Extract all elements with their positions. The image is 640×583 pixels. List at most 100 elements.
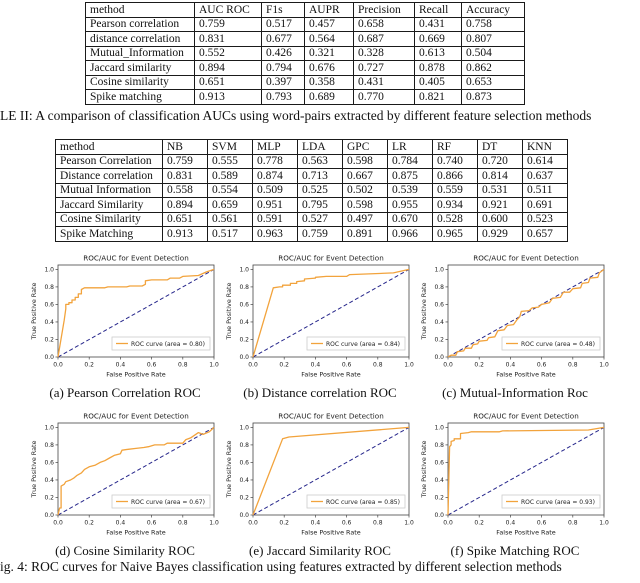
value-cell: 0.691 xyxy=(522,197,568,213)
x-tick-label: 0.6 xyxy=(147,520,157,527)
legend-box xyxy=(306,494,406,509)
value-cell: 0.563 xyxy=(297,153,343,169)
value-cell: 0.955 xyxy=(387,197,433,213)
y-tick-label: 0.6 xyxy=(44,459,54,466)
value-cell: 0.539 xyxy=(387,182,433,198)
x-tick-label: 0.6 xyxy=(342,520,352,527)
value-cell: 0.687 xyxy=(353,31,415,47)
roc-plot-svg: ROC/AUC for Event Detection 0.0 0.2 0.4 0.6 0… xyxy=(420,412,609,537)
x-tick-label: 1.0 xyxy=(599,520,609,527)
value-cell: 0.525 xyxy=(297,182,343,198)
y-tick-label: 1.0 xyxy=(239,266,249,273)
x-tick-label: 0.4 xyxy=(116,362,126,369)
y-axis-label: True Positive Rate xyxy=(30,440,38,498)
y-tick-label: 0.6 xyxy=(239,459,249,466)
column-header: KNN xyxy=(522,139,568,155)
column-header: LR xyxy=(387,139,433,155)
table-row: Jaccard Similarity 0.894 0.659 0.951 0.795 0.… xyxy=(55,197,568,213)
value-cell: 0.405 xyxy=(414,74,462,90)
subcaption-b: (b) Distance correlation ROC xyxy=(243,385,397,400)
x-tick-label: 0.0 xyxy=(443,520,453,527)
x-tick-label: 0.0 xyxy=(443,362,453,369)
value-cell: 0.720 xyxy=(477,153,523,169)
roc-plot-distance: ROC/AUC for Event Detection 0.0 0.2 0.4 0.6 0… xyxy=(223,252,417,382)
column-header: method xyxy=(85,2,195,18)
x-tick-label: 0.6 xyxy=(537,362,547,369)
value-cell: 0.554 xyxy=(207,182,253,198)
roc-figure-grid: ROC/AUC for Event Detection 0.0 0.2 0.4 0.6 0… xyxy=(28,252,612,568)
roc-plot-svg: ROC/AUC for Event Detection 0.0 0.2 0.4 0.6 0… xyxy=(225,412,414,537)
value-cell: 0.784 xyxy=(387,153,433,169)
value-cell: 0.795 xyxy=(297,197,343,213)
y-tick-label: 0.4 xyxy=(44,319,54,326)
value-cell: 0.862 xyxy=(461,60,525,76)
value-cell: 0.821 xyxy=(414,89,462,105)
value-cell: 0.670 xyxy=(387,211,433,227)
value-cell: 0.497 xyxy=(342,211,388,227)
roc-figure-mutual-information: ROC/AUC for Event Detection 0.0 0.2 0.4 0.6 0… xyxy=(418,252,612,410)
value-cell: 0.759 xyxy=(162,153,208,169)
legend-label: ROC curve (area = 0.85) xyxy=(326,499,400,506)
y-tick-label: 1.0 xyxy=(434,266,444,273)
value-cell: 0.358 xyxy=(304,74,354,90)
y-tick-label: 0.8 xyxy=(239,284,249,291)
column-header: SVM xyxy=(207,139,253,155)
legend-box xyxy=(111,336,211,351)
subcaption-a: (a) Pearson Correlation ROC xyxy=(49,385,201,400)
plot-title: ROC/AUC for Event Detection xyxy=(278,412,384,421)
legend-label: ROC curve (area = 0.84) xyxy=(326,341,400,348)
method-cell: Mutual Information xyxy=(55,182,163,198)
y-tick-label: 0.0 xyxy=(44,512,54,519)
value-cell: 0.891 xyxy=(342,226,388,242)
value-cell: 0.677 xyxy=(261,31,305,47)
y-tick-label: 0.8 xyxy=(239,442,249,449)
chance-diagonal-line xyxy=(57,268,215,358)
y-tick-label: 0.4 xyxy=(239,477,249,484)
value-cell: 0.966 xyxy=(387,226,433,242)
y-tick-label: 0.4 xyxy=(44,477,54,484)
roc-curve-line xyxy=(252,426,410,516)
value-cell: 0.431 xyxy=(353,74,415,90)
table-row: Jaccard similarity 0.894 0.794 0.676 0.727 0.… xyxy=(85,60,525,76)
x-axis-label: False Positive Rate xyxy=(106,529,165,537)
column-header: F1s xyxy=(261,2,305,18)
method-cell: Cosine similarity xyxy=(85,74,195,90)
value-cell: 0.873 xyxy=(461,89,525,105)
roc-figure-distance: ROC/AUC for Event Detection 0.0 0.2 0.4 0.6 0… xyxy=(223,252,417,410)
y-tick-label: 0.0 xyxy=(239,354,249,361)
subcaption-e: (e) Jaccard Similarity ROC xyxy=(249,543,391,558)
column-header: LDA xyxy=(297,139,343,155)
method-cell: Mutual_Information xyxy=(85,45,195,61)
value-cell: 0.921 xyxy=(477,197,523,213)
value-cell: 0.669 xyxy=(414,31,462,47)
plot-title: ROC/AUC for Event Detection xyxy=(278,254,384,263)
x-tick-label: 0.6 xyxy=(537,520,547,527)
y-tick-label: 0.6 xyxy=(434,459,444,466)
value-cell: 0.561 xyxy=(207,211,253,227)
y-tick-label: 1.0 xyxy=(44,424,54,431)
y-tick-label: 0.6 xyxy=(434,301,444,308)
roc-figure-pearson: ROC/AUC for Event Detection 0.0 0.2 0.4 0.6 0… xyxy=(28,252,222,410)
value-cell: 0.894 xyxy=(194,60,262,76)
chance-diagonal-line xyxy=(447,426,605,516)
value-cell: 0.653 xyxy=(461,74,525,90)
roc-curve-line xyxy=(57,426,215,516)
value-cell: 0.589 xyxy=(207,168,253,184)
value-cell: 0.598 xyxy=(342,153,388,169)
column-header: Precision xyxy=(353,2,415,18)
value-cell: 0.397 xyxy=(261,74,305,90)
x-tick-label: 0.8 xyxy=(373,520,383,527)
column-header: Accuracy xyxy=(461,2,525,18)
value-cell: 0.713 xyxy=(297,168,343,184)
table-row: Spike Matching 0.913 0.517 0.963 0.759 0.891 0… xyxy=(55,226,568,242)
subcaption-d: (d) Cosine Similarity ROC xyxy=(55,543,195,558)
header-row: method NB SVM MLP LDA GPC LR RF DT KNN xyxy=(55,139,568,155)
y-tick-label: 1.0 xyxy=(239,424,249,431)
table-row: distance correlation 0.831 0.677 0.564 0.687… xyxy=(85,31,525,47)
legend-box xyxy=(501,336,601,351)
x-tick-label: 0.4 xyxy=(311,520,321,527)
roc-plot-mutual-information: ROC/AUC for Event Detection 0.0 0.2 0.4 0.6 0… xyxy=(418,252,612,382)
y-tick-label: 1.0 xyxy=(44,266,54,273)
value-cell: 0.555 xyxy=(207,153,253,169)
value-cell: 0.831 xyxy=(162,168,208,184)
